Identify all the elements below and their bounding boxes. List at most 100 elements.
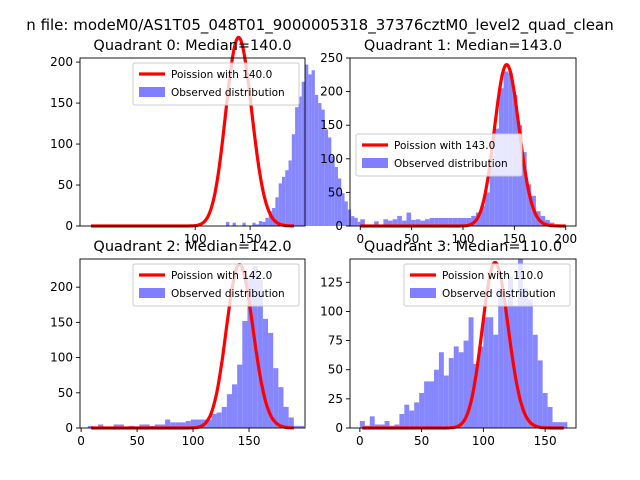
histogram-bar bbox=[404, 404, 410, 428]
x-tick-label: 0 bbox=[356, 232, 364, 246]
histogram-bar bbox=[401, 220, 407, 226]
histogram-bar bbox=[226, 394, 233, 428]
y-tick-label: 150 bbox=[50, 96, 73, 110]
x-tick-label: 0 bbox=[356, 434, 364, 448]
x-tick-label: 50 bbox=[129, 434, 144, 448]
histogram-bar bbox=[314, 94, 319, 226]
y-tick-label: 50 bbox=[58, 178, 73, 192]
histogram-bar bbox=[165, 419, 171, 428]
histogram-bar bbox=[98, 424, 104, 428]
histogram-bar bbox=[321, 109, 325, 226]
histogram-bar bbox=[517, 259, 523, 428]
y-tick-label: 200 bbox=[50, 280, 73, 294]
quadrant-0-axes: 100 150 0 50 100 150 200 Quadrant 0: Median=140… bbox=[50, 35, 365, 246]
histogram-bar bbox=[420, 220, 425, 226]
histogram-bar bbox=[252, 222, 256, 226]
histogram-bar bbox=[545, 219, 550, 226]
histogram-bar bbox=[438, 217, 444, 226]
y-tick-label: 50 bbox=[328, 185, 343, 199]
histogram-bar bbox=[522, 288, 528, 428]
histogram-bar bbox=[557, 422, 563, 428]
legend-label: Observed distribution bbox=[442, 288, 556, 300]
legend-label: Poission with 140.0 bbox=[171, 69, 272, 81]
histogram-bar bbox=[429, 381, 434, 428]
histogram-bar bbox=[433, 369, 439, 428]
y-tick-label: 0 bbox=[335, 421, 343, 435]
histogram-bar bbox=[448, 217, 453, 226]
histogram-bar bbox=[144, 424, 150, 428]
histogram-bar bbox=[87, 425, 93, 428]
legend-label: Poission with 110.0 bbox=[442, 270, 543, 282]
legend-label: Poission with 142.0 bbox=[171, 270, 272, 282]
histogram-bar bbox=[247, 276, 253, 428]
histogram-bar bbox=[324, 129, 329, 226]
histogram-bar bbox=[468, 317, 474, 428]
histogram-bar bbox=[341, 193, 345, 226]
histogram-bar bbox=[237, 364, 243, 428]
histogram-bar bbox=[311, 70, 315, 226]
y-tick-label: 0 bbox=[335, 219, 343, 233]
histogram-bar bbox=[242, 222, 246, 226]
histogram-bar bbox=[293, 425, 299, 428]
histogram-bar bbox=[225, 221, 230, 226]
histogram-bar bbox=[308, 74, 312, 226]
quadrant-title: Quadrant 1: Median=143.0 bbox=[364, 38, 562, 54]
y-tick-label: 0 bbox=[65, 421, 73, 435]
histogram-bar bbox=[542, 393, 548, 428]
histogram-bar bbox=[278, 387, 284, 428]
y-tick-label: 150 bbox=[320, 118, 343, 132]
histogram-bar bbox=[298, 425, 305, 428]
x-tick-label: 100 bbox=[472, 434, 495, 448]
histogram-bar bbox=[118, 424, 124, 428]
y-tick-label: 100 bbox=[320, 152, 343, 166]
histogram-bar bbox=[301, 81, 305, 226]
histogram-bar bbox=[562, 422, 568, 428]
y-tick-label: 200 bbox=[320, 85, 343, 99]
histogram-bar bbox=[419, 393, 425, 428]
histogram-bar bbox=[351, 216, 355, 226]
x-tick-label: 150 bbox=[238, 434, 261, 448]
histogram-bar bbox=[537, 360, 543, 428]
legend-box bbox=[355, 133, 523, 177]
histogram-bar bbox=[262, 221, 266, 226]
histogram-bar bbox=[415, 219, 421, 226]
histogram-bar bbox=[257, 280, 263, 428]
histogram-bar bbox=[466, 217, 472, 226]
histogram-bar bbox=[485, 192, 490, 226]
histogram-bar bbox=[113, 424, 119, 428]
legend-bar-swatch bbox=[139, 87, 165, 97]
histogram-bar bbox=[383, 219, 389, 226]
histogram-bar bbox=[452, 217, 458, 226]
legend-bar-swatch bbox=[362, 158, 388, 168]
histogram-bar bbox=[211, 413, 217, 428]
quadrant-title: Quadrant 0: Median=140.0 bbox=[93, 38, 291, 54]
x-tick-label: 100 bbox=[182, 434, 205, 448]
histogram-bar bbox=[384, 421, 390, 428]
histogram-bar bbox=[291, 134, 296, 226]
legend-box bbox=[132, 62, 300, 106]
axes-frame bbox=[349, 258, 577, 429]
legend-label: Observed distribution bbox=[171, 87, 285, 99]
y-tick-label: 25 bbox=[328, 392, 343, 406]
histogram-bar bbox=[409, 410, 415, 428]
histogram-bar bbox=[265, 217, 269, 226]
histogram-bar bbox=[443, 217, 449, 226]
histogram-bar bbox=[374, 221, 379, 226]
histogram-bar bbox=[278, 183, 282, 226]
x-tick-label: 150 bbox=[534, 434, 557, 448]
histogram-bar bbox=[281, 176, 286, 226]
histogram-bar bbox=[489, 165, 495, 226]
x-tick-label: 100 bbox=[184, 232, 207, 246]
histogram-bar bbox=[318, 103, 322, 226]
histogram-bar bbox=[216, 412, 222, 428]
histogram-bar bbox=[480, 205, 486, 226]
x-tick-label: 150 bbox=[503, 232, 526, 246]
axes-frame bbox=[79, 57, 306, 227]
y-tick-label: 50 bbox=[328, 363, 343, 377]
legend-box bbox=[403, 263, 571, 307]
histogram-bar bbox=[221, 406, 227, 428]
histogram-bar bbox=[273, 368, 279, 428]
histogram-bar bbox=[552, 422, 558, 428]
legend-label: Observed distribution bbox=[394, 158, 508, 170]
